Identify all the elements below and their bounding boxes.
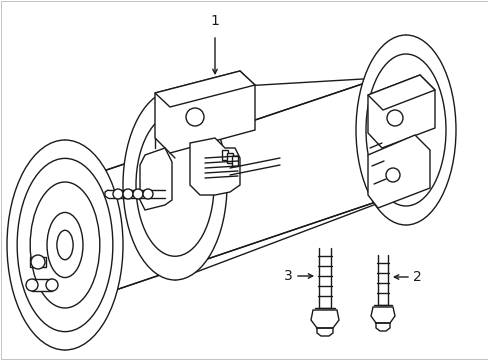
Text: 3: 3 — [284, 269, 292, 283]
Polygon shape — [367, 75, 434, 110]
Circle shape — [113, 189, 123, 199]
Circle shape — [185, 108, 203, 126]
Polygon shape — [32, 279, 52, 291]
Circle shape — [133, 189, 142, 199]
Ellipse shape — [57, 230, 73, 260]
Ellipse shape — [365, 54, 445, 206]
Polygon shape — [231, 156, 238, 166]
Polygon shape — [155, 71, 254, 107]
Ellipse shape — [17, 158, 113, 332]
Ellipse shape — [7, 140, 123, 350]
Circle shape — [386, 110, 402, 126]
Polygon shape — [367, 135, 429, 208]
Ellipse shape — [47, 212, 83, 278]
Polygon shape — [310, 310, 338, 328]
Ellipse shape — [31, 255, 45, 269]
Polygon shape — [226, 153, 232, 163]
Polygon shape — [38, 78, 431, 298]
Polygon shape — [190, 138, 240, 195]
Ellipse shape — [123, 90, 226, 280]
Ellipse shape — [355, 35, 455, 225]
Circle shape — [142, 189, 153, 199]
Polygon shape — [367, 75, 434, 148]
Polygon shape — [30, 257, 46, 267]
Polygon shape — [370, 307, 394, 323]
Ellipse shape — [30, 182, 100, 308]
Ellipse shape — [46, 279, 58, 291]
Circle shape — [123, 189, 133, 199]
Circle shape — [385, 168, 399, 182]
Text: 2: 2 — [412, 270, 421, 284]
Text: 1: 1 — [210, 14, 219, 28]
Ellipse shape — [136, 114, 214, 256]
Polygon shape — [222, 150, 227, 160]
Polygon shape — [140, 148, 172, 210]
Ellipse shape — [26, 279, 38, 291]
Polygon shape — [155, 71, 254, 153]
